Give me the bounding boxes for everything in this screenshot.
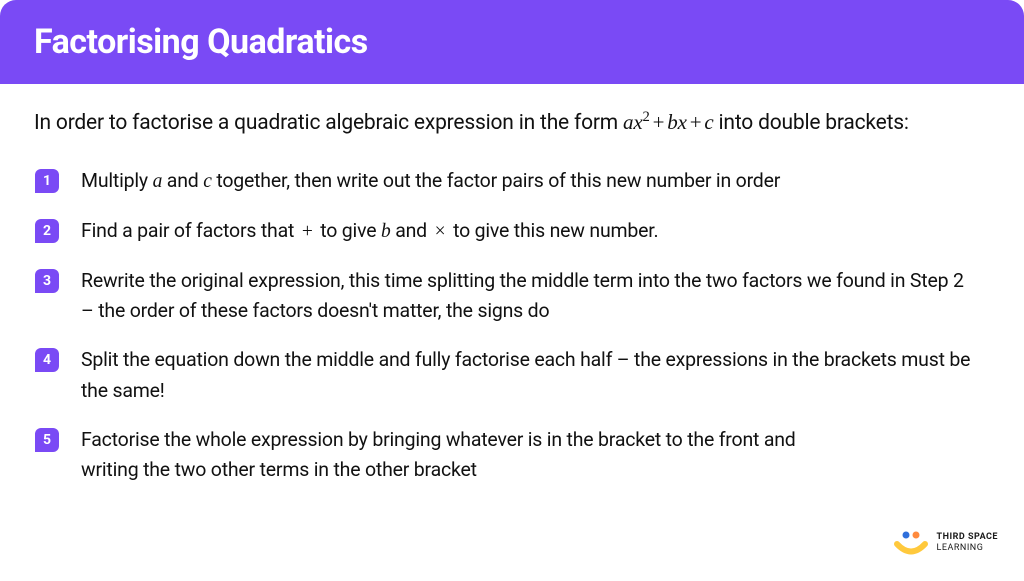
step-text: Multiply a and c together, then write ou… — [81, 166, 790, 197]
intro-suffix: into double brackets: — [714, 111, 909, 135]
step-item: 4 Split the equation down the middle and … — [34, 345, 990, 405]
logo-line1: THIRD SPACE — [937, 532, 998, 543]
step-number-badge: 1 — [35, 169, 59, 193]
step-number-badge: 4 — [35, 348, 59, 372]
card-content: In order to factorise a quadratic algebr… — [0, 84, 1024, 522]
intro-text: In order to factorise a quadratic algebr… — [34, 106, 990, 140]
card-header: Factorising Quadratics — [0, 0, 1024, 84]
step-number-badge: 2 — [35, 219, 59, 243]
logo-mark-icon — [893, 529, 929, 557]
card-title: Factorising Quadratics — [34, 22, 990, 62]
step-item: 1 Multiply a and c together, then write o… — [34, 166, 990, 197]
steps-list: 1 Multiply a and c together, then write o… — [34, 166, 990, 486]
step-text: Split the equation down the middle and f… — [81, 345, 990, 405]
step-item: 2 Find a pair of factors that + to give b… — [34, 216, 990, 247]
brand-logo: THIRD SPACE LEARNING — [893, 529, 998, 557]
step-text: Find a pair of factors that + to give b … — [81, 216, 668, 247]
step-number-badge: 5 — [35, 428, 59, 452]
info-card: Factorising Quadratics In order to facto… — [0, 0, 1024, 581]
step-text: Rewrite the original expression, this ti… — [81, 266, 990, 326]
logo-text: THIRD SPACE LEARNING — [937, 532, 998, 554]
step-text: Factorise the whole expression by bringi… — [81, 425, 990, 485]
intro-expression: ax2+bx+c — [623, 110, 713, 134]
logo-line2: LEARNING — [937, 543, 998, 554]
intro-prefix: In order to factorise a quadratic algebr… — [34, 111, 623, 135]
step-item: 5 Factorise the whole expression by bring… — [34, 425, 990, 485]
step-item: 3 Rewrite the original expression, this t… — [34, 266, 990, 326]
step-number-badge: 3 — [35, 269, 59, 293]
